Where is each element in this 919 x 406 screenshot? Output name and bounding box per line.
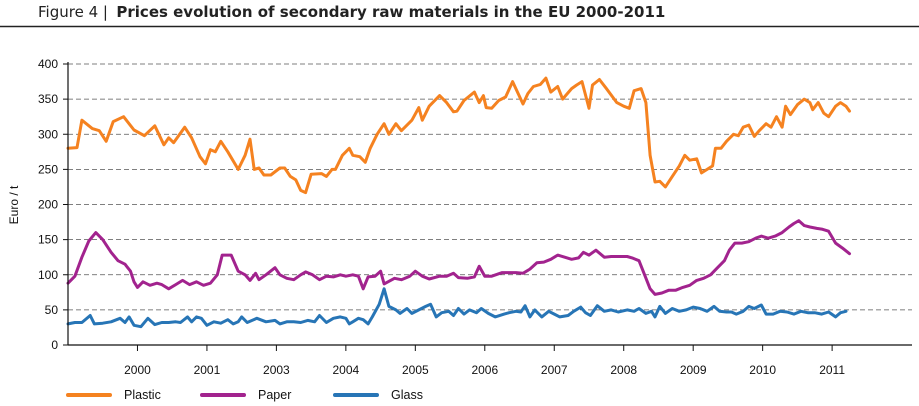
x-tick-label: 2009 bbox=[680, 363, 707, 377]
legend-label: Plastic bbox=[124, 388, 161, 402]
grid bbox=[68, 63, 912, 311]
legend-item-glass: Glass bbox=[333, 388, 423, 402]
series-line-plastic bbox=[66, 76, 851, 195]
y-tick-label: 250 bbox=[38, 162, 58, 176]
legend-label: Paper bbox=[258, 388, 291, 402]
svg-text:Figure 4 | Prices evol: Figure 4 | Prices evolution of secondary… bbox=[38, 3, 665, 21]
series-line-paper bbox=[66, 219, 851, 296]
x-tick-label: 2003 bbox=[263, 363, 290, 377]
x-tick-label: 2001 bbox=[194, 363, 221, 377]
title-block: Figure 4 | Prices evolution of secondary… bbox=[0, 3, 919, 28]
legend: Plastic Paper Glass bbox=[66, 388, 423, 402]
y-axis-label: Euro / t bbox=[7, 185, 21, 224]
axes: 0 50 100 150 200 250 300 350 400 2000 2001 2003 2004… bbox=[38, 57, 912, 377]
y-tick-label: 50 bbox=[45, 303, 59, 317]
chart-title: Prices evolution of secondary raw materi… bbox=[116, 3, 665, 21]
x-tick-label: 2011 bbox=[819, 363, 845, 377]
x-tick-label: 2005 bbox=[402, 363, 429, 377]
series-line-glass bbox=[66, 287, 848, 329]
y-tick-label: 150 bbox=[38, 233, 58, 247]
figure-label: Figure 4 | bbox=[38, 3, 108, 21]
y-tick-label: 200 bbox=[38, 198, 58, 212]
x-tick-label: 2010 bbox=[749, 363, 776, 377]
x-tick-label: 2004 bbox=[333, 363, 360, 377]
legend-item-plastic: Plastic bbox=[66, 388, 161, 402]
x-tick-label: 2000 bbox=[124, 363, 151, 377]
y-tick-label: 100 bbox=[38, 268, 58, 282]
y-tick-label: 300 bbox=[38, 127, 58, 141]
series-layer bbox=[66, 76, 851, 329]
legend-item-paper: Paper bbox=[200, 388, 291, 402]
y-tick-label: 350 bbox=[38, 92, 58, 106]
x-tick-label: 2007 bbox=[541, 363, 568, 377]
legend-label: Glass bbox=[391, 388, 423, 402]
y-tick-label: 0 bbox=[51, 338, 58, 352]
x-tick-label: 2006 bbox=[471, 363, 498, 377]
y-tick-label: 400 bbox=[38, 57, 58, 71]
x-tick-label: 2008 bbox=[610, 363, 637, 377]
